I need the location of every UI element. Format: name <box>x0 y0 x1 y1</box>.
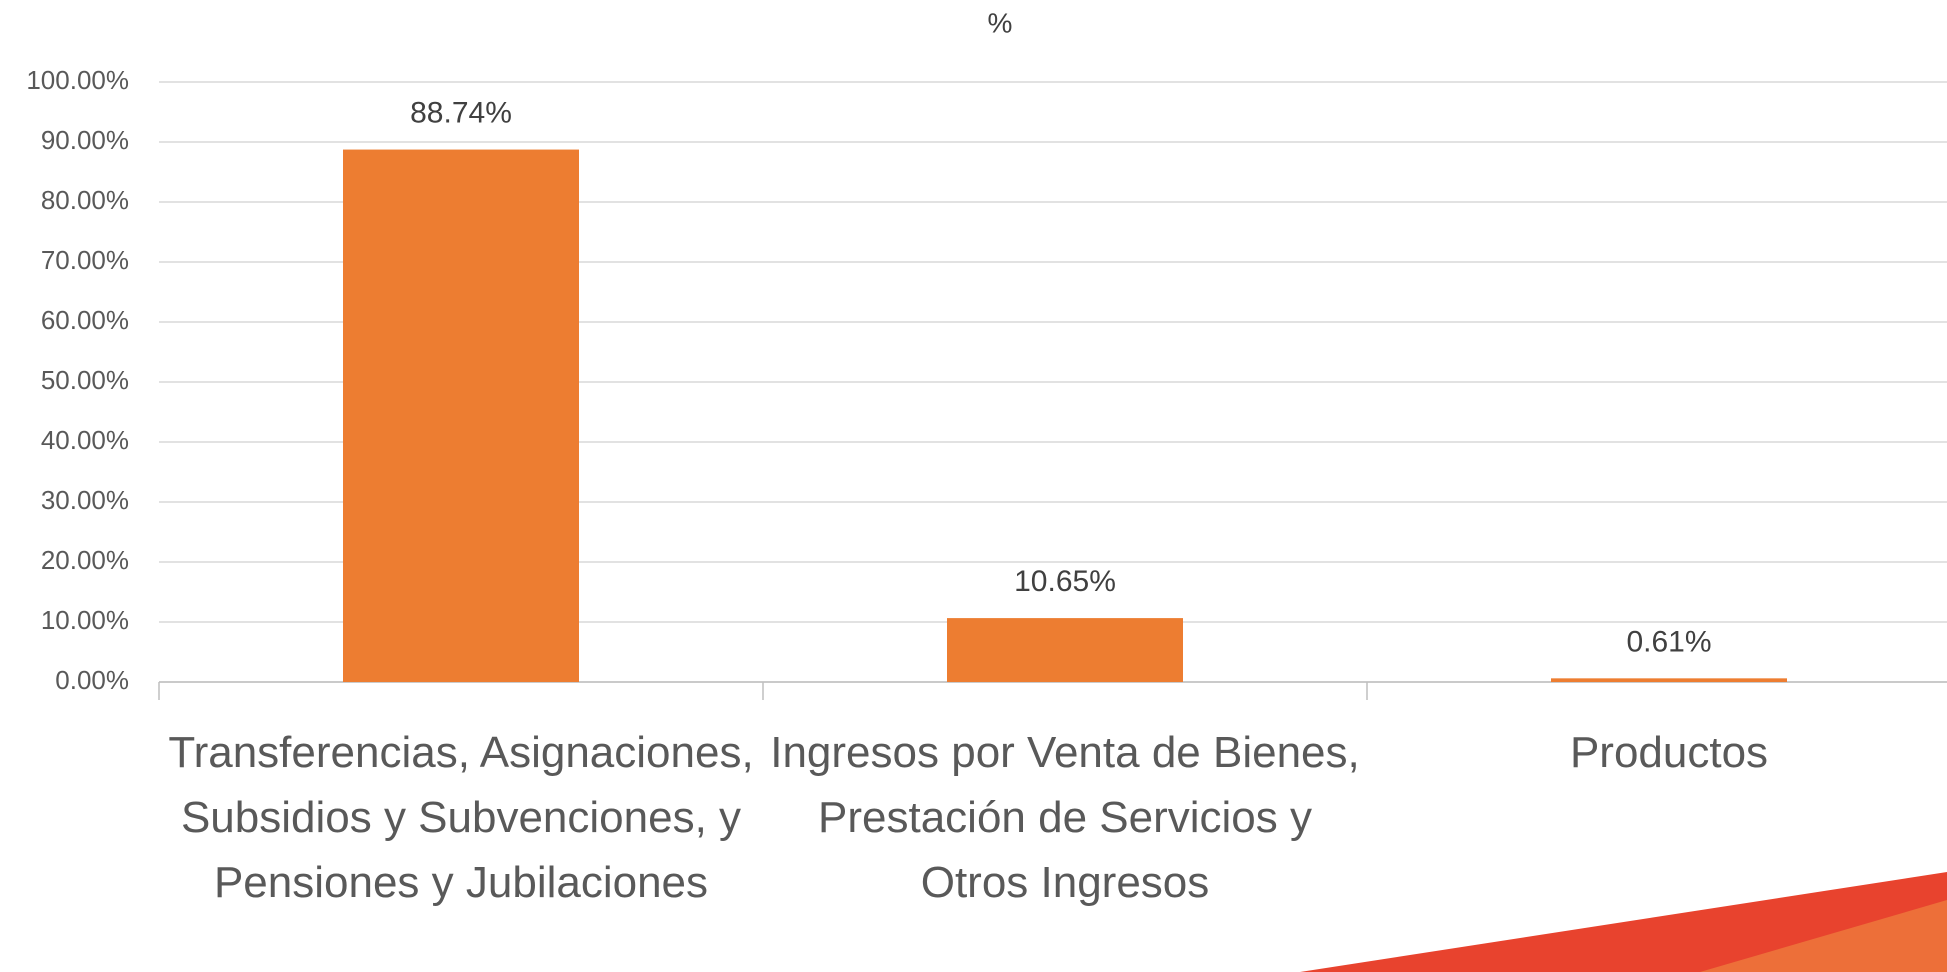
data-label: 0.61% <box>1626 625 1711 658</box>
y-tick-label: 40.00% <box>41 425 129 455</box>
x-tick-label: Ingresos por Venta de Bienes, Prestación… <box>770 728 1360 907</box>
y-tick-label: 70.00% <box>41 245 129 275</box>
y-tick-label: 90.00% <box>41 125 129 155</box>
x-tick-label: Productos <box>1569 728 1769 777</box>
y-tick-label: 10.00% <box>41 605 129 635</box>
data-label: 88.74% <box>410 96 512 129</box>
x-tick-label: Transferencias, Asignaciones, Subsidios … <box>168 728 754 907</box>
y-tick-label: 20.00% <box>41 545 129 575</box>
y-tick-label: 30.00% <box>41 485 129 515</box>
y-tick-label: 50.00% <box>41 365 129 395</box>
bar <box>947 618 1183 682</box>
data-label: 10.65% <box>1014 565 1116 598</box>
chart-title: % <box>988 7 1013 38</box>
bar <box>1551 678 1787 682</box>
decoration <box>1700 900 1947 972</box>
y-tick-label: 60.00% <box>41 305 129 335</box>
y-tick-label: 0.00% <box>55 665 129 695</box>
bar <box>343 149 579 682</box>
y-tick-label: 80.00% <box>41 185 129 215</box>
decoration <box>1300 872 1947 972</box>
y-tick-label: 100.00% <box>26 65 129 95</box>
